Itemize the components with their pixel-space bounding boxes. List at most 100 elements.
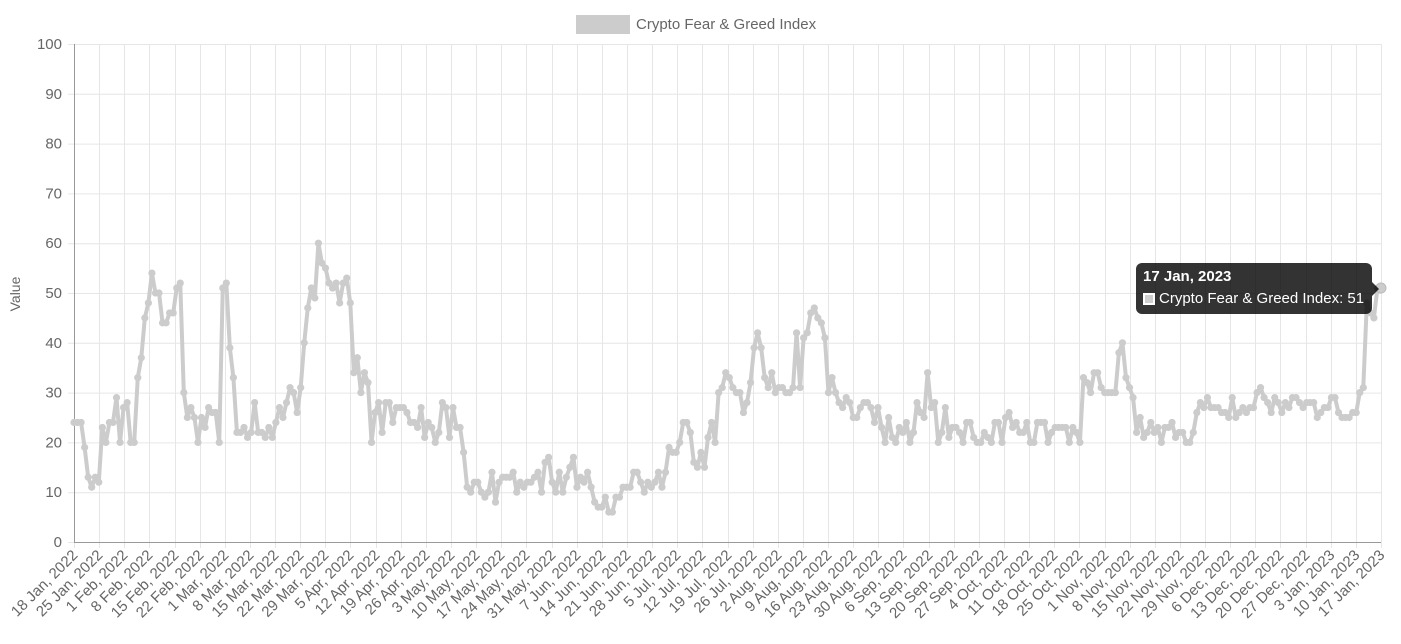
data-point[interactable] — [484, 488, 493, 496]
data-point[interactable] — [205, 403, 213, 412]
data-point[interactable] — [892, 438, 900, 446]
data-point[interactable] — [364, 379, 372, 387]
data-point[interactable] — [559, 488, 567, 496]
data-point[interactable] — [598, 503, 606, 511]
data-point[interactable] — [977, 438, 985, 446]
data-point[interactable] — [1295, 398, 1304, 407]
data-point[interactable] — [835, 398, 843, 407]
data-point[interactable] — [764, 384, 772, 392]
data-point[interactable] — [955, 428, 964, 437]
data-point[interactable] — [520, 483, 528, 491]
data-point[interactable] — [1200, 403, 1208, 412]
data-point[interactable] — [771, 389, 779, 397]
data-point[interactable] — [867, 403, 875, 412]
data-point[interactable] — [431, 438, 439, 446]
data-point[interactable] — [375, 398, 383, 407]
data-point[interactable] — [1076, 438, 1084, 446]
data-point[interactable] — [807, 309, 815, 317]
data-point[interactable] — [881, 438, 889, 446]
data-point[interactable] — [123, 398, 131, 407]
data-point[interactable] — [980, 428, 988, 437]
data-point[interactable] — [442, 403, 450, 412]
data-point[interactable] — [938, 428, 946, 437]
data-point[interactable] — [190, 413, 199, 422]
data-point[interactable] — [743, 398, 751, 407]
data-point[interactable] — [343, 274, 351, 282]
data-point[interactable] — [697, 448, 705, 456]
data-point[interactable] — [162, 319, 170, 327]
data-point[interactable] — [1086, 389, 1095, 397]
data-point[interactable] — [1214, 403, 1222, 412]
data-point[interactable] — [920, 413, 928, 422]
data-point[interactable] — [350, 369, 358, 377]
data-point[interactable] — [339, 279, 347, 287]
data-point[interactable] — [371, 408, 379, 417]
data-point[interactable] — [906, 438, 914, 446]
data-point[interactable] — [580, 478, 588, 486]
data-point[interactable] — [994, 418, 1003, 427]
data-point[interactable] — [527, 478, 535, 486]
data-point[interactable] — [421, 433, 429, 442]
data-point[interactable] — [91, 473, 99, 481]
data-point[interactable] — [268, 433, 276, 442]
data-point[interactable] — [137, 354, 145, 362]
data-point[interactable] — [1324, 403, 1332, 412]
data-point[interactable] — [711, 438, 719, 446]
data-point[interactable] — [1225, 413, 1233, 422]
data-point[interactable] — [1171, 433, 1180, 442]
data-point[interactable] — [1133, 428, 1141, 437]
data-point[interactable] — [417, 403, 425, 412]
data-point[interactable] — [746, 379, 755, 387]
data-point[interactable] — [1111, 389, 1119, 397]
data-point[interactable] — [1009, 423, 1017, 432]
data-point[interactable] — [1267, 408, 1275, 417]
data-point[interactable] — [704, 433, 712, 442]
data-point[interactable] — [1285, 403, 1293, 412]
data-point[interactable] — [927, 403, 935, 412]
data-point[interactable] — [693, 463, 701, 471]
data-point[interactable] — [899, 428, 907, 437]
data-point[interactable] — [665, 443, 673, 451]
data-point[interactable] — [328, 284, 337, 292]
data-point[interactable] — [987, 438, 995, 446]
data-point[interactable] — [959, 438, 967, 446]
data-point[interactable] — [336, 299, 344, 307]
data-point[interactable] — [1228, 393, 1236, 402]
data-point[interactable] — [1203, 393, 1212, 402]
data-point[interactable] — [984, 433, 992, 442]
data-point[interactable] — [1352, 408, 1360, 417]
data-point[interactable] — [467, 488, 475, 496]
data-point[interactable] — [534, 468, 542, 476]
data-point[interactable] — [941, 403, 949, 412]
data-point[interactable] — [240, 423, 248, 432]
data-point[interactable] — [332, 279, 340, 287]
data-point[interactable] — [506, 473, 514, 481]
data-point[interactable] — [148, 269, 156, 277]
data-point[interactable] — [874, 403, 882, 412]
data-point[interactable] — [885, 413, 893, 422]
data-point[interactable] — [1001, 413, 1010, 422]
data-point[interactable] — [212, 408, 220, 417]
data-point[interactable] — [1129, 393, 1137, 402]
data-point[interactable] — [144, 299, 152, 307]
data-point[interactable] — [1260, 393, 1268, 402]
data-point[interactable] — [1313, 413, 1321, 422]
data-point[interactable] — [1115, 349, 1123, 357]
data-point[interactable] — [367, 438, 376, 446]
data-point[interactable] — [385, 398, 393, 407]
data-point[interactable] — [757, 344, 765, 352]
data-point[interactable] — [1030, 438, 1038, 446]
data-point[interactable] — [608, 508, 616, 516]
data-point[interactable] — [591, 498, 599, 506]
data-point[interactable] — [481, 493, 489, 501]
data-point[interactable] — [736, 389, 744, 397]
data-point[interactable] — [722, 369, 730, 377]
data-point[interactable] — [647, 483, 655, 491]
data-point[interactable] — [686, 428, 694, 437]
data-point[interactable] — [615, 493, 624, 501]
data-point[interactable] — [1221, 408, 1229, 417]
data-point[interactable] — [555, 468, 563, 476]
data-point[interactable] — [768, 369, 776, 377]
data-point[interactable] — [130, 438, 138, 446]
data-point[interactable] — [761, 374, 769, 382]
